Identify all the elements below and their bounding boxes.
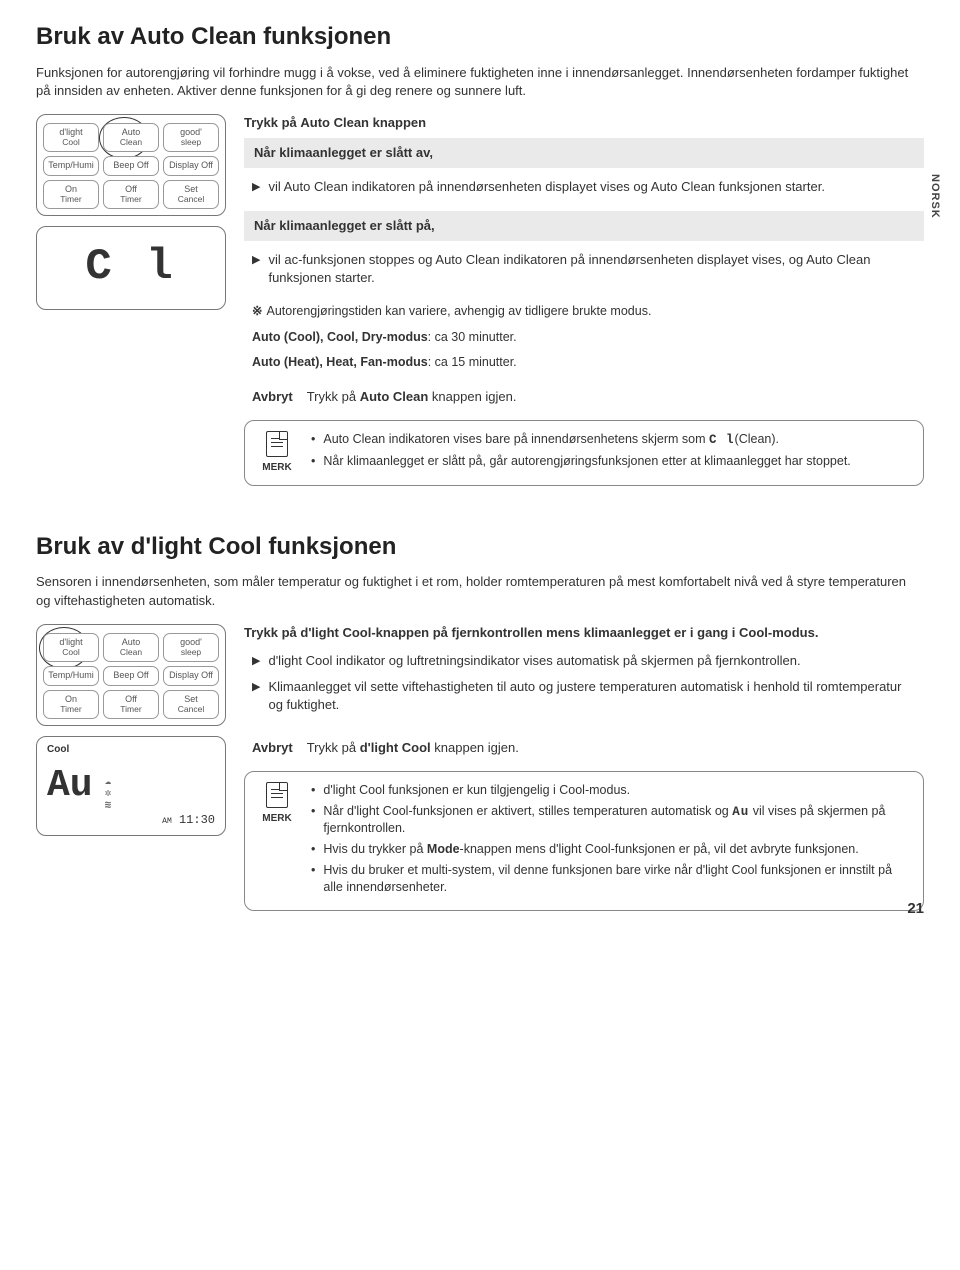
lcd-display-au: Cool Au ☁✲≋ AM 11:30: [36, 736, 226, 836]
instruction-heading-2: Trykk på d'light Cool-knappen på fjernko…: [244, 624, 924, 642]
triangle-bullet-icon: ▶: [252, 180, 260, 195]
remote-btn-dlight: d'lightCool: [43, 633, 99, 662]
lcd-display-cl: C l: [36, 226, 226, 310]
state-on-bullet: ▶ vil ac-funksjonen stoppes og Auto Clea…: [244, 247, 924, 291]
duration-cool: Auto (Cool), Cool, Dry-modus: ca 30 minu…: [244, 325, 924, 351]
remote-btn-goodsleep: good'sleep: [163, 123, 219, 152]
remote-panel-dlight: d'lightCool AutoClean good'sleep Temp/Hu…: [36, 624, 226, 726]
cancel-text: Trykk på d'light Cool knappen igjen.: [307, 739, 519, 757]
note-box: MERK •Auto Clean indikatoren vises bare …: [244, 420, 924, 486]
lcd-big-text: Au: [47, 759, 93, 812]
duration-heat: Auto (Heat), Heat, Fan-modus: ca 15 minu…: [244, 350, 924, 376]
remote-btn-ontimer: OnTimer: [43, 180, 99, 209]
note-item: •Hvis du trykker på Mode-knappen mens d'…: [311, 841, 911, 858]
section2-intro: Sensoren i innendørsenheten, som måler t…: [36, 573, 916, 609]
note-item: •Hvis du bruker et multi-system, vil den…: [311, 862, 911, 896]
remote-btn-temphumi: Temp/Humi: [43, 666, 99, 686]
state-off-heading: Når klimaanlegget er slått av,: [244, 138, 924, 168]
cancel-label: Avbryt: [252, 739, 293, 757]
note-item: •Når d'light Cool-funksjonen er aktivert…: [311, 803, 911, 838]
lcd-segment-text: C l: [45, 237, 217, 299]
note-icon: [266, 782, 288, 808]
remote-panel-autoclean: d'lightCool AutoClean good'sleep Temp/Hu…: [36, 114, 226, 216]
remote-btn-setcancel: SetCancel: [163, 180, 219, 209]
lcd-icons: ☁✲≋: [105, 776, 112, 812]
remote-btn-displayoff: Display Off: [163, 666, 219, 686]
remote-btn-beepoff: Beep Off: [103, 156, 159, 176]
remote-btn-offtimer: OffTimer: [103, 180, 159, 209]
section2-title: Bruk av d'light Cool funksjonen: [36, 530, 924, 564]
triangle-bullet-icon: ▶: [252, 680, 260, 695]
remote-btn-ontimer: OnTimer: [43, 690, 99, 719]
language-tab: NORSK: [927, 174, 942, 219]
note-item: •Når klimaanlegget er slått på, går auto…: [311, 453, 911, 470]
triangle-bullet-icon: ▶: [252, 654, 260, 669]
lcd-mode-label: Cool: [47, 743, 215, 757]
lcd-time: AM 11:30: [47, 812, 215, 829]
remote-btn-setcancel: SetCancel: [163, 690, 219, 719]
note-box-2: MERK •d'light Cool funksjonen er kun til…: [244, 771, 924, 911]
remote-btn-temphumi: Temp/Humi: [43, 156, 99, 176]
state-off-bullet: ▶ vil Auto Clean indikatoren på innendør…: [244, 174, 924, 200]
remote-btn-offtimer: OffTimer: [103, 690, 159, 719]
note-item: •Auto Clean indikatoren vises bare på in…: [311, 431, 911, 449]
section1-intro: Funksjonen for autorengjøring vil forhin…: [36, 64, 916, 100]
note-icon: [266, 431, 288, 457]
note-label: MERK: [257, 812, 297, 826]
cancel-row: Avbryt Trykk på Auto Clean knappen igjen…: [244, 382, 924, 412]
duration-note: ※Autorengjøringstiden kan variere, avhen…: [244, 299, 924, 325]
cancel-label: Avbryt: [252, 388, 293, 406]
cancel-text: Trykk på Auto Clean knappen igjen.: [307, 388, 517, 406]
page-number: 21: [907, 898, 924, 919]
note-item: •d'light Cool funksjonen er kun tilgjeng…: [311, 782, 911, 799]
state-on-heading: Når klimaanlegget er slått på,: [244, 211, 924, 241]
note-label: MERK: [257, 461, 297, 475]
remote-btn-beepoff: Beep Off: [103, 666, 159, 686]
section1-title: Bruk av Auto Clean funksjonen: [36, 20, 924, 54]
remote-btn-goodsleep: good'sleep: [163, 633, 219, 662]
triangle-bullet-icon: ▶: [252, 253, 260, 268]
bullet-1: ▶ d'light Cool indikator og luftretnings…: [244, 648, 924, 674]
cancel-row-2: Avbryt Trykk på d'light Cool knappen igj…: [244, 733, 924, 763]
remote-btn-dlight: d'lightCool: [43, 123, 99, 152]
bullet-2: ▶ Klimaanlegget vil sette viftehastighet…: [244, 674, 924, 718]
remote-btn-autoclean: AutoClean: [103, 633, 159, 662]
instruction-heading: Trykk på Auto Clean knappen: [244, 114, 924, 132]
remote-btn-displayoff: Display Off: [163, 156, 219, 176]
remote-btn-autoclean: AutoClean: [103, 123, 159, 152]
